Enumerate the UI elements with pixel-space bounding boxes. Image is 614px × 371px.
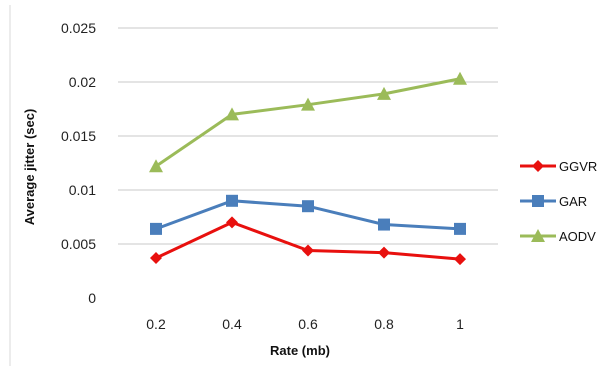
x-tick-label: 0.8 [374, 316, 394, 332]
legend-marker-gar [532, 195, 544, 207]
legend-label-ggvr: GGVR [559, 159, 597, 174]
data-point-aodv [225, 107, 239, 121]
legend-marker-ggvr [532, 160, 544, 172]
x-axis-title: Rate (mb) [270, 343, 330, 358]
data-point-aodv [377, 86, 391, 100]
data-point-ggvr [378, 246, 390, 259]
data-point-ggvr [150, 252, 162, 265]
y-tick-label: 0.01 [69, 182, 96, 198]
y-tick-label: 0 [88, 290, 96, 306]
y-tick-label: 0.02 [69, 74, 96, 90]
data-point-gar [226, 194, 238, 207]
series-line-aodv [155, 77, 461, 168]
legend: GGVR GAR AODV [520, 159, 597, 244]
legend-marker-aodv [531, 229, 545, 242]
legend-label-gar: GAR [559, 194, 587, 209]
x-tick-label: 0.2 [146, 316, 166, 332]
y-tick-label: 0.015 [61, 128, 96, 144]
x-tick-labels: 0.2 0.4 0.6 0.8 1 [146, 316, 464, 332]
x-tick-label: 0.6 [298, 316, 318, 332]
data-point-aodv [149, 159, 163, 173]
data-point-aodv [301, 97, 315, 111]
x-tick-label: 0.4 [222, 316, 242, 332]
data-point-gar [454, 222, 466, 235]
data-point-ggvr [226, 216, 238, 229]
y-tick-labels: 0 0.005 0.01 0.015 0.02 0.025 [61, 20, 96, 306]
series-group [149, 71, 467, 266]
y-tick-label: 0.005 [61, 236, 96, 252]
data-point-gar [302, 200, 314, 213]
data-point-gar [150, 222, 162, 235]
legend-label-aodv: AODV [559, 229, 596, 244]
data-point-ggvr [302, 244, 314, 257]
data-point-ggvr [454, 253, 466, 266]
data-point-aodv [453, 71, 467, 85]
y-tick-label: 0.025 [61, 20, 96, 36]
y-axis-title: Average jitter (sec) [22, 109, 37, 226]
data-point-gar [378, 218, 390, 231]
x-tick-label: 1 [456, 316, 464, 332]
gridlines [118, 27, 498, 245]
